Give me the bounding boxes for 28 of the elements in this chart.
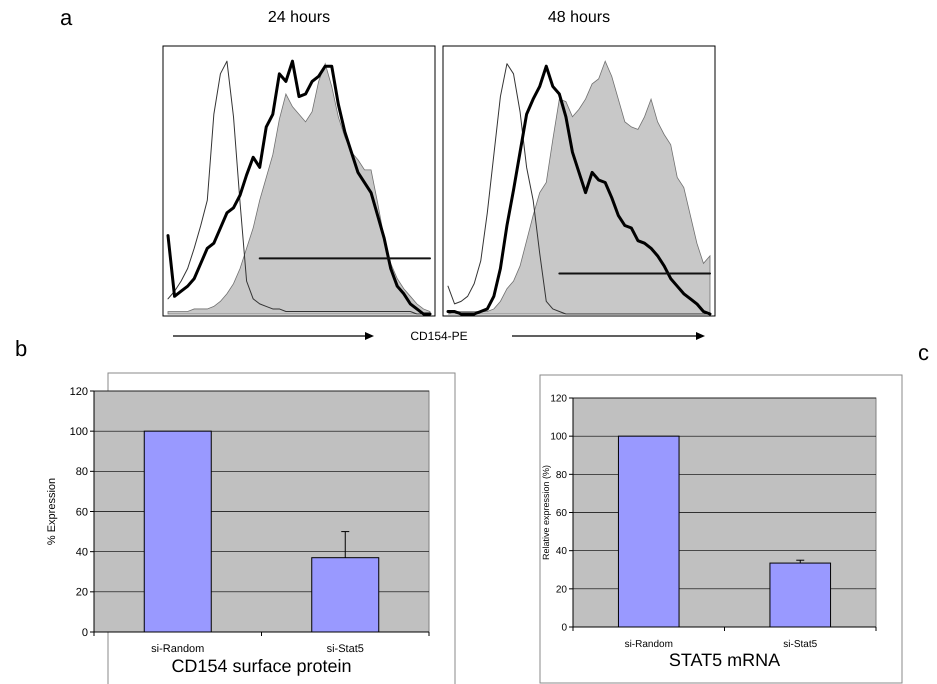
y-tick-label: 80 xyxy=(556,470,568,481)
y-tick-label: 100 xyxy=(550,432,568,443)
y-tick-label: 40 xyxy=(556,546,568,558)
x-tick-label: si-Stat5 xyxy=(326,643,364,655)
y-tick-label: 0 xyxy=(82,626,88,639)
y-tick-label: 120 xyxy=(550,394,568,404)
y-axis-title: % Expression xyxy=(46,478,58,546)
text: c xyxy=(918,340,929,365)
x-axis-title: CD154-PE xyxy=(410,329,468,343)
y-tick-label: 20 xyxy=(556,584,568,596)
chart-title: 48 hours xyxy=(548,9,610,26)
y-tick-label: 40 xyxy=(76,546,88,559)
x-axis-title: CD154 surface protein xyxy=(171,656,352,676)
y-tick-label: 60 xyxy=(556,508,568,519)
x-axis-title: STAT5 mRNA xyxy=(668,650,780,670)
x-tick-label: si-Random xyxy=(624,639,673,650)
y-tick-label: 120 xyxy=(70,386,88,398)
text: a xyxy=(60,5,73,30)
text: b xyxy=(15,336,28,361)
chart-title: 24 hours xyxy=(268,9,330,26)
y-tick-label: 80 xyxy=(76,466,88,478)
y-tick-label: 100 xyxy=(70,426,88,438)
y-tick-label: 0 xyxy=(561,622,568,634)
y-axis-title: Relative expression (%) xyxy=(541,464,551,560)
x-tick-label: si-Stat5 xyxy=(783,639,818,650)
y-tick-label: 60 xyxy=(76,506,88,518)
y-tick-label: 20 xyxy=(76,586,88,599)
x-tick-label: si-Random xyxy=(151,643,204,655)
